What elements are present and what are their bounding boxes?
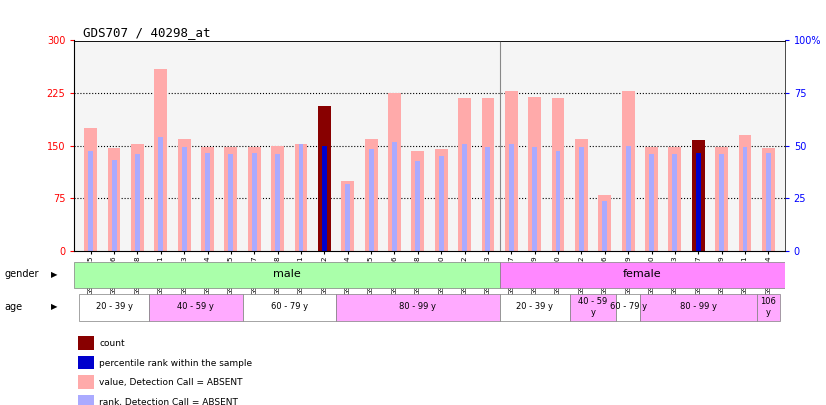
Bar <box>500 262 785 288</box>
Bar <box>318 106 330 251</box>
Bar <box>368 149 373 251</box>
Bar <box>392 142 397 251</box>
Bar <box>509 144 514 251</box>
Bar <box>766 153 771 251</box>
Bar <box>336 294 500 320</box>
Text: count: count <box>99 339 125 348</box>
Bar <box>322 146 327 251</box>
Bar <box>271 146 284 251</box>
Bar <box>500 294 570 320</box>
Bar <box>78 356 93 369</box>
Bar <box>556 151 561 251</box>
Text: rank, Detection Call = ABSENT: rank, Detection Call = ABSENT <box>99 397 238 405</box>
Text: 80 - 99 y: 80 - 99 y <box>680 302 717 311</box>
Bar <box>738 135 752 251</box>
Bar <box>486 147 491 251</box>
Text: 40 - 59
y: 40 - 59 y <box>578 297 608 317</box>
Bar <box>672 154 677 251</box>
Bar <box>345 184 350 251</box>
Bar <box>645 147 658 251</box>
Bar <box>201 147 214 251</box>
Text: 80 - 99 y: 80 - 99 y <box>399 302 436 311</box>
Text: 60 - 79 y: 60 - 79 y <box>610 302 647 311</box>
Bar <box>178 139 191 251</box>
Bar <box>649 154 654 251</box>
Bar <box>79 294 150 320</box>
Text: gender: gender <box>4 269 39 279</box>
Text: female: female <box>623 269 662 279</box>
Bar <box>131 144 144 251</box>
Bar <box>626 146 630 251</box>
Bar <box>415 161 420 251</box>
Bar <box>668 147 681 251</box>
Bar <box>341 181 354 251</box>
Bar <box>248 147 261 251</box>
Text: ▶: ▶ <box>51 303 58 311</box>
Text: male: male <box>273 269 301 279</box>
Bar <box>692 140 705 251</box>
Bar <box>78 394 93 405</box>
Bar <box>602 200 607 251</box>
Bar <box>622 91 634 251</box>
Bar <box>252 153 257 251</box>
Bar <box>462 144 467 251</box>
Bar <box>482 98 495 251</box>
Bar <box>388 93 401 251</box>
Bar <box>225 147 237 251</box>
Text: percentile rank within the sample: percentile rank within the sample <box>99 358 252 368</box>
Bar <box>598 195 611 251</box>
Bar <box>411 151 425 251</box>
Text: 40 - 59 y: 40 - 59 y <box>178 302 214 311</box>
Bar <box>439 156 444 251</box>
Text: 106
y: 106 y <box>761 297 776 317</box>
Bar <box>575 139 588 251</box>
Text: GDS707 / 40298_at: GDS707 / 40298_at <box>83 26 210 39</box>
Bar <box>715 147 728 251</box>
Bar <box>107 148 121 251</box>
Bar <box>88 151 93 251</box>
Text: 20 - 39 y: 20 - 39 y <box>516 302 553 311</box>
Bar <box>616 294 640 320</box>
Bar <box>243 294 336 320</box>
Text: 20 - 39 y: 20 - 39 y <box>96 302 132 311</box>
Bar <box>743 147 748 251</box>
Text: age: age <box>4 302 22 312</box>
Bar <box>205 153 210 251</box>
Bar <box>84 128 97 251</box>
Bar <box>570 294 616 320</box>
Bar <box>762 148 775 251</box>
Bar <box>552 98 564 251</box>
Bar <box>182 147 187 251</box>
Bar <box>364 139 377 251</box>
Bar <box>695 153 700 251</box>
Bar <box>295 145 307 251</box>
Bar <box>275 154 280 251</box>
Bar <box>719 154 724 251</box>
Bar <box>229 154 233 251</box>
Bar <box>579 147 584 251</box>
Bar <box>150 294 243 320</box>
Bar <box>159 137 164 251</box>
Bar <box>458 98 471 251</box>
Bar <box>154 68 167 251</box>
Bar <box>505 91 518 251</box>
Bar <box>112 160 116 251</box>
Text: value, Detection Call = ABSENT: value, Detection Call = ABSENT <box>99 378 243 387</box>
Text: 60 - 79 y: 60 - 79 y <box>271 302 308 311</box>
Bar <box>298 145 303 251</box>
Bar <box>78 375 93 388</box>
Bar <box>78 336 93 350</box>
Bar <box>434 149 448 251</box>
Bar <box>135 154 140 251</box>
Bar <box>757 294 780 320</box>
Bar <box>529 97 541 251</box>
Text: ▶: ▶ <box>51 270 58 279</box>
Bar <box>74 262 500 288</box>
Bar <box>532 147 537 251</box>
Bar <box>640 294 757 320</box>
